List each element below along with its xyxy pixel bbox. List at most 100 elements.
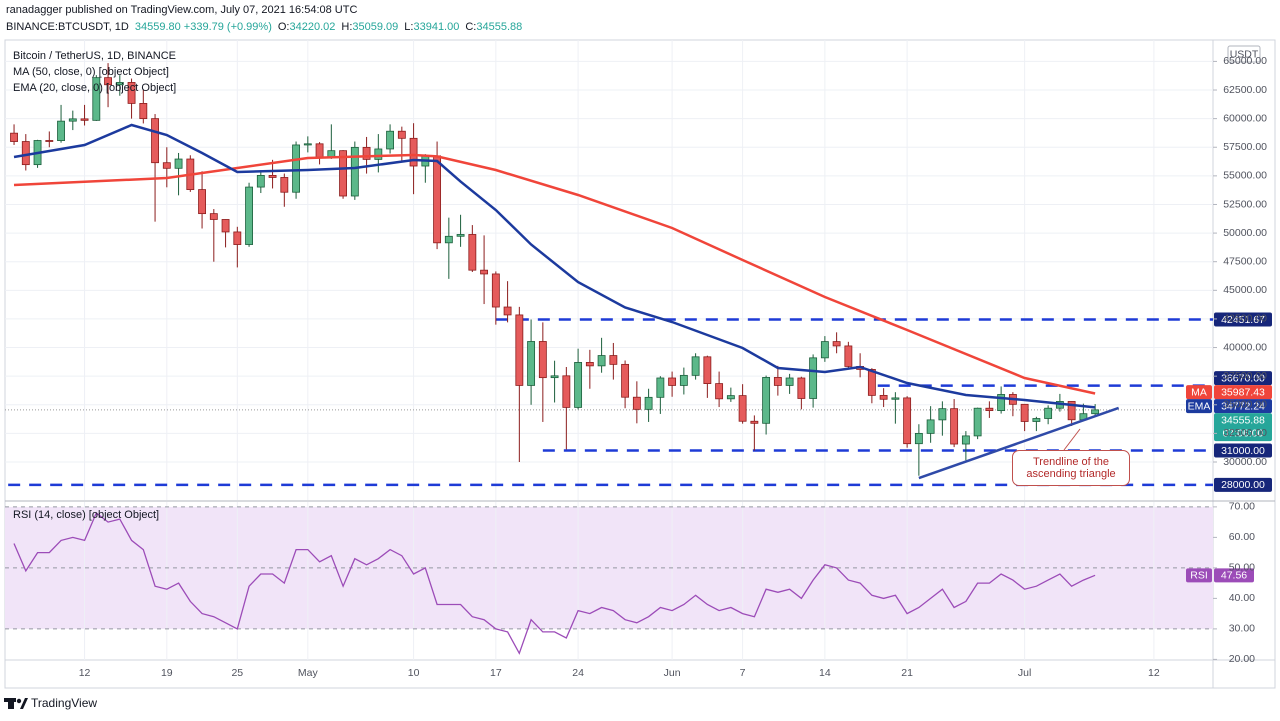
price-badge [1214, 443, 1272, 458]
candle-body [45, 140, 54, 142]
candle-body [715, 383, 724, 400]
candle-body [832, 341, 841, 347]
candle-body [10, 132, 18, 142]
candle-body [350, 146, 359, 197]
candle-body [820, 341, 829, 359]
overlay: 42451.67 36670.00 35987.43 MA 34772.24 EMA 345… [1186, 312, 1272, 583]
x-tick-label: 21 [901, 667, 913, 679]
y-tick-label: 47500.00 [1223, 255, 1267, 267]
x-tick-label: Jul [1018, 667, 1031, 679]
footer-logo [4, 698, 28, 709]
candle-body [973, 407, 982, 437]
ohlc-value: 34220.02 [290, 21, 336, 33]
x-tick-label: 25 [231, 667, 243, 679]
candle-body [703, 356, 712, 384]
candle-body [444, 235, 453, 244]
candle-body [985, 407, 994, 412]
annotation-pointer [1063, 428, 1081, 451]
candle-body [268, 175, 277, 178]
x-tick-label: 24 [572, 667, 584, 679]
candle-body [209, 213, 218, 220]
x-tick-label: 19 [161, 667, 173, 679]
price-badge-label: 31000.00 [1221, 445, 1265, 457]
candle-body [950, 408, 959, 445]
price-badge-label: 28000.00 [1221, 479, 1265, 491]
rsi-tag-label: RSI [1190, 570, 1208, 582]
rsi-tick-label: 70.00 [1229, 501, 1255, 513]
y-tick-label: 50000.00 [1223, 227, 1267, 239]
ohlc-key: H: [341, 21, 352, 33]
y-tick-label: 30000.00 [1223, 456, 1267, 468]
candle-body [891, 397, 900, 400]
price-badge-label: 34772.24 [1221, 400, 1265, 412]
candle-body [691, 356, 700, 376]
candle-body [433, 155, 442, 244]
candle-body [1091, 409, 1100, 415]
candle-body [750, 420, 759, 424]
candle-body [80, 118, 89, 121]
candle-body [773, 377, 782, 386]
candle-body [115, 82, 124, 86]
rsi-tick-label: 40.00 [1229, 592, 1255, 604]
candle-body [256, 175, 265, 188]
price-badge [1214, 413, 1272, 442]
logo-part [4, 698, 16, 702]
candle-body [656, 377, 665, 398]
ema-legend: EMA (20, close, 0) [object Object] [13, 82, 176, 94]
candle-body [809, 357, 818, 399]
indicator-line [13, 123, 1096, 409]
candle-body [245, 186, 253, 245]
series-tag [1186, 399, 1212, 414]
y-tick-label: 32500.00 [1223, 427, 1267, 439]
candle-body [867, 369, 876, 396]
candle-body [938, 408, 947, 421]
y-tick-label: 60000.00 [1223, 112, 1267, 124]
rsi-legend: RSI (14, close) [object Object] [13, 509, 159, 521]
x-tick-label: 12 [1148, 667, 1160, 679]
candle-body [844, 345, 853, 367]
candle-body [503, 306, 512, 316]
candle-body [726, 395, 735, 400]
y-tick-label: 40000.00 [1223, 341, 1267, 353]
rsi-tick-label: 20.00 [1229, 653, 1255, 665]
series-tag-label: EMA [1188, 400, 1211, 412]
footer-brand: TradingView [31, 696, 97, 710]
ohlc-key: L: [404, 21, 413, 33]
candle-body [198, 189, 206, 215]
candle-body [139, 103, 148, 120]
candle-body [585, 362, 594, 367]
indicator-line [13, 153, 1096, 395]
candle-body [609, 355, 618, 365]
x-tick-label: 12 [79, 667, 91, 679]
candle-body [644, 396, 653, 410]
candle-body [1067, 401, 1076, 421]
candle-body [339, 150, 348, 197]
price-badge [1214, 385, 1272, 400]
ohlc-key: O: [278, 21, 290, 33]
x-tick-label: 10 [408, 667, 420, 679]
candle-body [127, 82, 136, 104]
rsi-line [13, 511, 1096, 655]
currency-box[interactable] [1227, 45, 1261, 63]
x-tick-label: Jun [664, 667, 681, 679]
ma-legend: MA (50, close, 0) [object Object] [13, 66, 169, 78]
candle-body [57, 120, 65, 142]
x-tick-label: May [298, 667, 319, 679]
y-tick-label: 62500.00 [1223, 84, 1267, 96]
rsi-badge [1214, 568, 1254, 583]
candle-body [903, 397, 912, 445]
candle-body [562, 375, 571, 408]
candle-body [574, 362, 583, 408]
price-badge-label: 42451.67 [1221, 314, 1265, 326]
candle-body [762, 377, 771, 424]
candle-body [632, 396, 641, 410]
symbol-line: BINANCE:BTCUSDT, 1D 34559.80 +339.79 (+0.… [6, 21, 522, 33]
candle-body [527, 341, 536, 386]
ohlc-key: C: [465, 21, 476, 33]
candle-body [961, 435, 970, 445]
candle-body [879, 394, 888, 400]
ohlc-value: 35059.09 [352, 21, 398, 33]
candle-body [151, 118, 159, 164]
rsi-tick-label: 50.00 [1229, 562, 1255, 574]
